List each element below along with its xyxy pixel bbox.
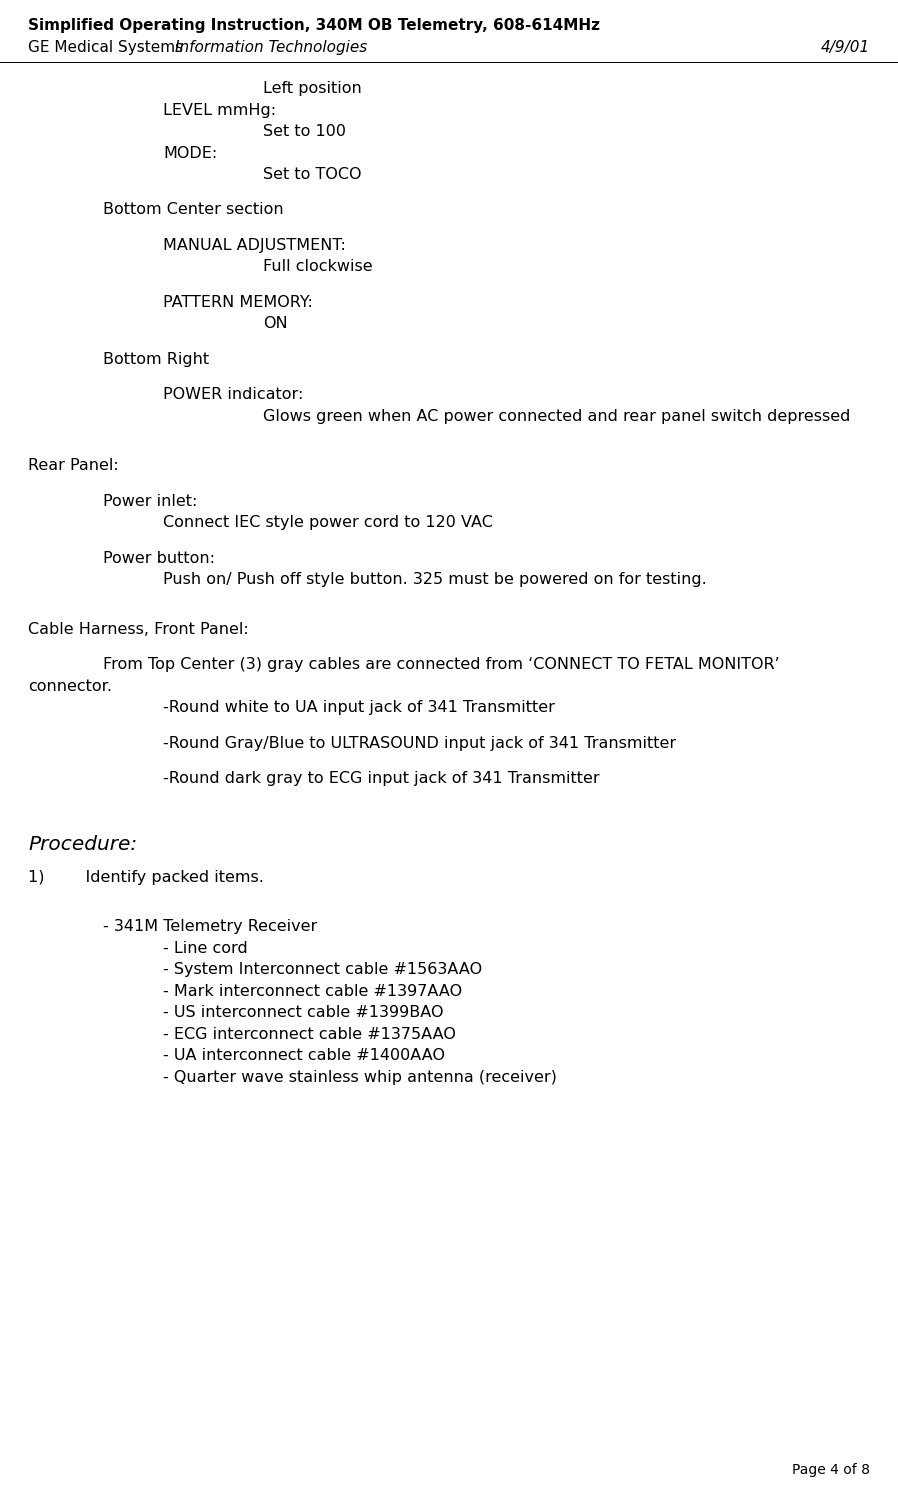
Text: 1)        Identify packed items.: 1) Identify packed items. — [28, 870, 264, 885]
Text: Left position: Left position — [263, 81, 362, 96]
Text: - ECG interconnect cable #1375AAO: - ECG interconnect cable #1375AAO — [163, 1027, 456, 1042]
Text: - US interconnect cable #1399BAO: - US interconnect cable #1399BAO — [163, 1006, 444, 1021]
Text: - Mark interconnect cable #1397AAO: - Mark interconnect cable #1397AAO — [163, 984, 462, 999]
Text: - Quarter wave stainless whip antenna (receiver): - Quarter wave stainless whip antenna (r… — [163, 1070, 557, 1085]
Text: Simplified Operating Instruction, 340M OB Telemetry, 608-614MHz: Simplified Operating Instruction, 340M O… — [28, 18, 600, 33]
Text: Full clockwise: Full clockwise — [263, 260, 373, 275]
Text: Set to 100: Set to 100 — [263, 124, 346, 139]
Text: Power button:: Power button: — [103, 550, 215, 565]
Text: Cable Harness, Front Panel:: Cable Harness, Front Panel: — [28, 622, 249, 637]
Text: Push on/ Push off style button. 325 must be powered on for testing.: Push on/ Push off style button. 325 must… — [163, 573, 707, 588]
Text: - 341M Telemetry Receiver: - 341M Telemetry Receiver — [103, 919, 317, 934]
Text: 4/9/01: 4/9/01 — [821, 40, 870, 55]
Text: -Round white to UA input jack of 341 Transmitter: -Round white to UA input jack of 341 Tra… — [163, 700, 555, 715]
Text: -Round Gray/Blue to ULTRASOUND input jack of 341 Transmitter: -Round Gray/Blue to ULTRASOUND input jac… — [163, 736, 676, 750]
Text: - Line cord: - Line cord — [163, 940, 248, 955]
Text: Bottom Right: Bottom Right — [103, 351, 209, 366]
Text: MODE:: MODE: — [163, 145, 217, 160]
Text: ON: ON — [263, 317, 287, 332]
Text: connector.: connector. — [28, 679, 112, 694]
Text: Page 4 of 8: Page 4 of 8 — [792, 1464, 870, 1477]
Text: GE Medical Systems: GE Medical Systems — [28, 40, 188, 55]
Text: Glows green when AC power connected and rear panel switch depressed: Glows green when AC power connected and … — [263, 408, 850, 425]
Text: MANUAL ADJUSTMENT:: MANUAL ADJUSTMENT: — [163, 238, 346, 253]
Text: Power inlet:: Power inlet: — [103, 493, 198, 508]
Text: Bottom Center section: Bottom Center section — [103, 202, 284, 217]
Text: PATTERN MEMORY:: PATTERN MEMORY: — [163, 295, 313, 309]
Text: -Round dark gray to ECG input jack of 341 Transmitter: -Round dark gray to ECG input jack of 34… — [163, 771, 600, 786]
Text: Information Technologies: Information Technologies — [175, 40, 367, 55]
Text: - System Interconnect cable #1563AAO: - System Interconnect cable #1563AAO — [163, 963, 482, 978]
Text: Procedure:: Procedure: — [28, 834, 137, 854]
Text: Rear Panel:: Rear Panel: — [28, 459, 119, 474]
Text: LEVEL mmHg:: LEVEL mmHg: — [163, 103, 276, 118]
Text: From Top Center (3) gray cables are connected from ‘CONNECT TO FETAL MONITOR’: From Top Center (3) gray cables are conn… — [103, 658, 779, 673]
Text: Set to TOCO: Set to TOCO — [263, 167, 362, 182]
Text: - UA interconnect cable #1400AAO: - UA interconnect cable #1400AAO — [163, 1048, 445, 1063]
Text: POWER indicator:: POWER indicator: — [163, 387, 304, 402]
Text: Connect IEC style power cord to 120 VAC: Connect IEC style power cord to 120 VAC — [163, 516, 493, 531]
